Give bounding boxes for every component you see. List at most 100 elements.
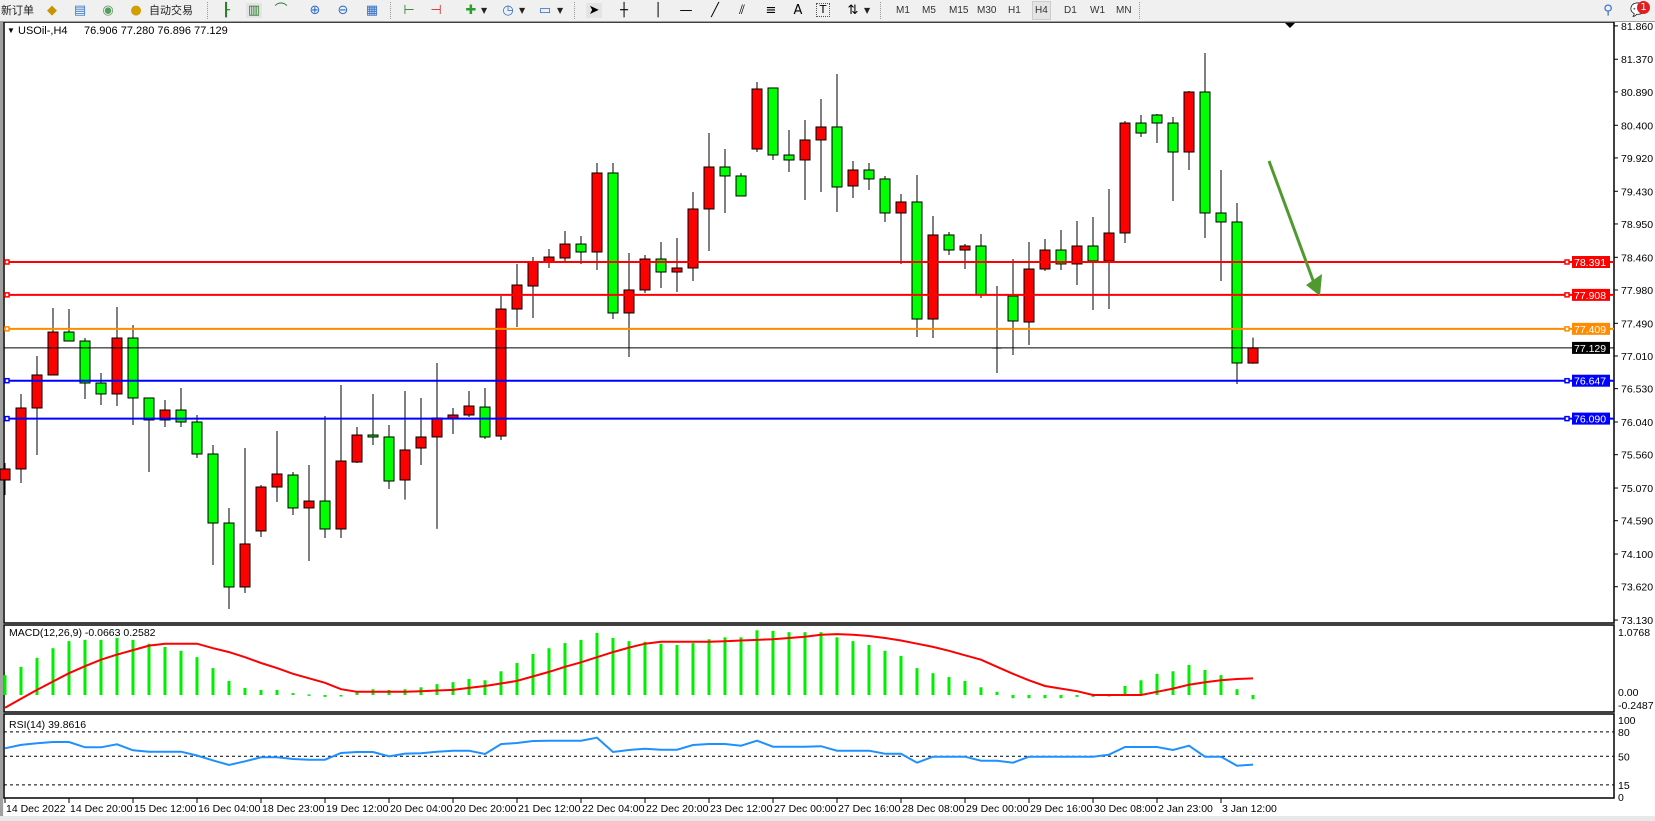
trendline-icon[interactable]: ╱ <box>711 3 719 18</box>
templates-dropdown-icon[interactable]: ▼ <box>557 6 564 15</box>
time-axis-label: 29 Dec 00:00 <box>966 803 1029 815</box>
timeframe-m15[interactable]: M15 <box>949 5 969 16</box>
candle-body <box>303 500 315 509</box>
templates-icon[interactable]: ▭ <box>538 3 552 18</box>
new-order-button[interactable]: 新订单 <box>1 4 34 17</box>
candle-body <box>559 243 571 259</box>
macd-histogram-bar <box>1059 695 1063 699</box>
market-watch-icon[interactable]: ▤ <box>73 3 87 18</box>
price-level-line[interactable]: 78.391 <box>4 256 1614 269</box>
timeframe-w1[interactable]: W1 <box>1090 5 1105 16</box>
candle-body <box>319 500 331 530</box>
vertical-line-icon[interactable]: │ <box>654 3 662 18</box>
price-level-line[interactable]: 76.647 <box>4 374 1614 388</box>
level-anchor-right[interactable] <box>1564 415 1570 422</box>
macd-histogram-bar <box>851 641 855 695</box>
level-anchor-right[interactable] <box>1564 292 1570 298</box>
zoom-out-icon[interactable]: ⊖ <box>337 3 349 18</box>
level-anchor-left[interactable] <box>4 415 10 422</box>
indicators-icon[interactable]: ✚ <box>465 3 477 18</box>
price-level-line[interactable]: 76.090 <box>4 412 1614 426</box>
macd-histogram-bar <box>739 637 743 695</box>
level-anchor-left[interactable] <box>4 259 10 265</box>
level-anchor-left[interactable] <box>4 377 10 384</box>
macd-histogram-bar <box>323 695 327 697</box>
timeframe-m1[interactable]: M1 <box>896 5 910 16</box>
level-anchor-left[interactable] <box>4 326 10 332</box>
rsi-axis-label: 0 <box>1618 792 1624 804</box>
chart-shift-icon[interactable]: ⊢ <box>403 3 415 18</box>
periods-dropdown-icon[interactable]: ▼ <box>519 6 526 15</box>
candlestick-icon[interactable]: ▥ <box>246 3 262 18</box>
candle <box>911 175 923 338</box>
tile-windows-icon[interactable]: ▦ <box>365 3 379 18</box>
candle <box>255 485 267 538</box>
text-label-icon[interactable]: T <box>816 3 830 17</box>
timeframe-h1[interactable]: H1 <box>1008 5 1021 16</box>
horizontal-line-icon[interactable]: — <box>679 3 693 18</box>
toolbar-separator <box>207 2 210 19</box>
chart-menu-triangle-icon[interactable]: ▼ <box>7 26 15 35</box>
auto-trading-icon[interactable]: ● <box>130 3 142 18</box>
timeframe-d1[interactable]: D1 <box>1064 5 1077 16</box>
equidistant-channel-icon[interactable]: ⫽ <box>739 3 745 18</box>
candle <box>607 162 619 320</box>
window-left-border <box>0 21 3 817</box>
chart-folder-icon[interactable]: ◆ <box>47 3 57 18</box>
price-axis-label: 77.010 <box>1621 351 1653 363</box>
crosshair-icon[interactable]: ┼ <box>620 3 628 18</box>
line-chart-icon[interactable]: ⌒ <box>274 3 288 18</box>
timeframe-m30[interactable]: M30 <box>977 5 997 16</box>
candle-body <box>751 88 763 150</box>
candle-body <box>943 234 955 251</box>
arrows-icon[interactable]: ⇅ <box>847 3 859 18</box>
arrow-head-icon <box>1306 274 1322 296</box>
level-price-label: 77.409 <box>1574 324 1606 336</box>
candle-body <box>431 417 443 438</box>
indicators-dropdown-icon[interactable]: ▼ <box>481 6 488 15</box>
macd-histogram-bar <box>899 655 903 695</box>
macd-histogram-bar <box>675 645 679 695</box>
price-level-line[interactable]: 77.908 <box>4 288 1614 302</box>
candle <box>415 397 427 466</box>
level-anchor-left[interactable] <box>4 292 10 298</box>
notification-badge[interactable]: 1 <box>1637 1 1650 14</box>
signals-icon[interactable]: ◉ <box>102 3 114 18</box>
macd-histogram-bar <box>227 680 231 695</box>
chart-shift-marker-icon[interactable] <box>1285 23 1295 28</box>
candle <box>831 74 843 212</box>
macd-histogram-bar <box>1011 695 1015 699</box>
timeframe-mn[interactable]: MN <box>1116 5 1132 16</box>
level-anchor-right[interactable] <box>1564 326 1570 332</box>
timeframe-m5[interactable]: M5 <box>922 5 936 16</box>
timeframe-h4[interactable]: H4 <box>1032 1 1051 20</box>
level-anchor-right[interactable] <box>1564 259 1570 265</box>
macd-histogram-bar <box>915 668 919 695</box>
trend-arrow-annotation[interactable] <box>1267 160 1322 296</box>
price-level-line[interactable]: 77.409 <box>4 322 1614 336</box>
macd-axis-label: 0.00 <box>1618 687 1639 699</box>
candle <box>175 387 187 427</box>
toolbar-separator <box>1139 2 1142 19</box>
search-icon[interactable]: ⚲ <box>1603 3 1613 18</box>
fibonacci-icon[interactable]: ≡ <box>765 3 777 18</box>
zoom-in-icon[interactable]: ⊕ <box>309 3 321 18</box>
bar-chart-icon[interactable]: ┠ <box>222 3 230 18</box>
text-icon[interactable]: A <box>793 3 803 18</box>
time-axis-label: 19 Dec 12:00 <box>326 803 389 815</box>
price-axis-label: 75.560 <box>1621 450 1653 462</box>
arrows-dropdown-icon[interactable]: ▼ <box>864 6 871 15</box>
auto-trading-button[interactable]: 自动交易 <box>149 4 193 17</box>
level-anchor-right[interactable] <box>1564 377 1570 384</box>
periods-icon[interactable]: ◷ <box>502 3 514 18</box>
cursor-icon[interactable]: ➤ <box>586 3 602 18</box>
candle <box>751 81 763 153</box>
candle <box>575 236 587 264</box>
autoscroll-icon[interactable]: ⊣ <box>430 3 442 18</box>
candle-body <box>703 166 715 210</box>
macd-histogram-bar <box>1187 664 1191 695</box>
candle-body <box>1103 232 1115 262</box>
rsi-axis-label: 50 <box>1618 751 1630 763</box>
candle <box>319 416 331 538</box>
